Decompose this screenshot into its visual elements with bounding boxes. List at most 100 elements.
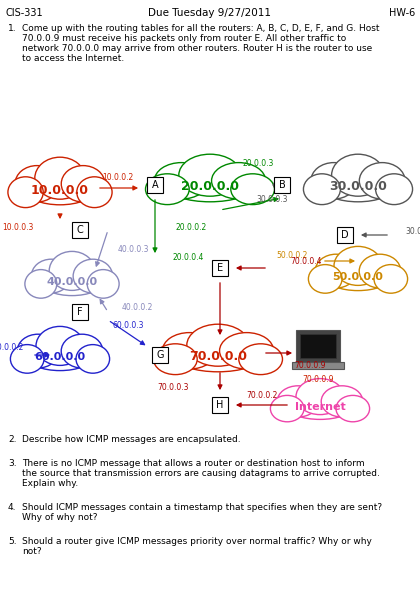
Text: 30.0.0.2: 30.0.0.2 (405, 228, 420, 236)
Text: 40.0.0.2: 40.0.0.2 (122, 303, 153, 312)
Text: HW-6: HW-6 (389, 8, 415, 18)
Text: not?: not? (22, 547, 42, 556)
Text: There is no ICMP message that allows a router or destination host to inform: There is no ICMP message that allows a r… (22, 459, 365, 468)
Ellipse shape (311, 163, 357, 199)
Ellipse shape (277, 385, 319, 417)
Ellipse shape (303, 174, 340, 205)
Ellipse shape (145, 174, 189, 205)
FancyBboxPatch shape (147, 177, 163, 193)
Ellipse shape (36, 326, 84, 365)
Text: 70.0.0.4: 70.0.0.4 (290, 258, 321, 267)
Ellipse shape (336, 395, 370, 422)
Text: 70.0.0.0: 70.0.0.0 (189, 351, 247, 364)
Text: 2.: 2. (8, 435, 16, 444)
Ellipse shape (321, 385, 363, 417)
Ellipse shape (73, 259, 113, 293)
Ellipse shape (8, 177, 43, 208)
Ellipse shape (155, 163, 208, 199)
Ellipse shape (15, 166, 59, 202)
Ellipse shape (49, 252, 95, 290)
Ellipse shape (360, 163, 405, 199)
Text: 20.0.0.2: 20.0.0.2 (175, 224, 206, 233)
FancyBboxPatch shape (212, 397, 228, 413)
Ellipse shape (25, 270, 57, 298)
Text: 70.0.0.3: 70.0.0.3 (157, 382, 189, 392)
Text: 3.: 3. (8, 459, 17, 468)
FancyBboxPatch shape (337, 227, 353, 243)
Ellipse shape (332, 154, 384, 196)
Ellipse shape (375, 174, 412, 205)
Text: B: B (278, 180, 285, 190)
Text: 20.0.0.3: 20.0.0.3 (242, 158, 274, 167)
Text: 10.0.0.3: 10.0.0.3 (3, 224, 34, 233)
Text: Should ICMP messages contain a timestamp that specifies when they are sent?: Should ICMP messages contain a timestamp… (22, 503, 382, 512)
Text: the source that transmission errors are causing datagrams to arrive corrupted.: the source that transmission errors are … (22, 469, 380, 478)
Ellipse shape (176, 344, 260, 372)
Ellipse shape (187, 324, 249, 366)
FancyBboxPatch shape (152, 347, 168, 363)
Ellipse shape (239, 344, 283, 375)
Text: Should a router give ICMP messages priority over normal traffic? Why or why: Should a router give ICMP messages prior… (22, 537, 372, 546)
Ellipse shape (288, 395, 352, 420)
Text: 20.0.0.4: 20.0.0.4 (172, 253, 204, 262)
Text: to access the Internet.: to access the Internet. (22, 54, 124, 63)
FancyBboxPatch shape (296, 330, 340, 362)
Text: 70.0.0.9: 70.0.0.9 (302, 375, 334, 384)
Ellipse shape (42, 270, 102, 295)
Ellipse shape (308, 264, 342, 293)
Text: Describe how ICMP messages are encapsulated.: Describe how ICMP messages are encapsula… (22, 435, 241, 444)
Text: H: H (216, 400, 224, 410)
Ellipse shape (168, 174, 252, 202)
Text: 60.0.0.0: 60.0.0.0 (34, 352, 86, 362)
Ellipse shape (154, 344, 197, 375)
Ellipse shape (61, 334, 103, 368)
Text: 70.0.0.9: 70.0.0.9 (294, 361, 326, 370)
Text: 10.0.0.0: 10.0.0.0 (31, 183, 89, 197)
Ellipse shape (26, 177, 94, 205)
Ellipse shape (77, 177, 112, 208)
FancyBboxPatch shape (292, 362, 344, 369)
Ellipse shape (35, 157, 85, 199)
Text: 30.0.0.0: 30.0.0.0 (329, 180, 387, 194)
Text: Come up with the routing tables for all the routers: A, B, C, D, E, F, and G. Ho: Come up with the routing tables for all … (22, 24, 380, 33)
Ellipse shape (326, 264, 390, 290)
Text: A: A (152, 180, 158, 190)
Ellipse shape (28, 345, 92, 371)
Ellipse shape (334, 247, 382, 286)
Text: 40.0.0.3: 40.0.0.3 (118, 245, 150, 255)
Text: 70.0.0.2: 70.0.0.2 (246, 392, 278, 401)
Ellipse shape (220, 333, 274, 369)
Text: network 70.0.0.0 may arrive from other routers. Router H is the router to use: network 70.0.0.0 may arrive from other r… (22, 44, 372, 53)
Text: D: D (341, 230, 349, 240)
Text: 40.0.0.0: 40.0.0.0 (47, 277, 97, 287)
Text: 4.: 4. (8, 503, 16, 512)
Ellipse shape (231, 174, 275, 205)
Text: C: C (76, 225, 84, 235)
Text: 1.: 1. (8, 24, 17, 33)
Ellipse shape (76, 345, 110, 373)
Ellipse shape (296, 379, 344, 415)
Text: Internet: Internet (294, 402, 345, 412)
Text: F: F (77, 307, 83, 317)
Text: 50.0.0.0: 50.0.0.0 (333, 272, 383, 282)
FancyBboxPatch shape (274, 177, 290, 193)
Ellipse shape (374, 264, 407, 293)
Text: CIS-331: CIS-331 (5, 8, 42, 18)
Text: 20.0.0.0: 20.0.0.0 (181, 180, 239, 194)
FancyBboxPatch shape (72, 304, 88, 320)
Text: G: G (156, 350, 164, 360)
Text: 60.0.0.3: 60.0.0.3 (112, 322, 144, 331)
Ellipse shape (179, 154, 241, 196)
Text: 10.0.0.2: 10.0.0.2 (102, 174, 134, 183)
Text: 70.0.0.9 must receive his packets only from router E. All other traffic to: 70.0.0.9 must receive his packets only f… (22, 34, 346, 43)
Ellipse shape (323, 174, 393, 202)
Ellipse shape (270, 395, 304, 422)
FancyBboxPatch shape (300, 334, 336, 358)
Text: 30.0.0.3: 30.0.0.3 (256, 195, 288, 205)
Text: E: E (217, 263, 223, 273)
Text: Explain why.: Explain why. (22, 479, 78, 488)
Ellipse shape (87, 270, 119, 298)
FancyBboxPatch shape (212, 260, 228, 276)
Text: 50.0.0.2: 50.0.0.2 (277, 250, 308, 259)
Ellipse shape (212, 163, 265, 199)
